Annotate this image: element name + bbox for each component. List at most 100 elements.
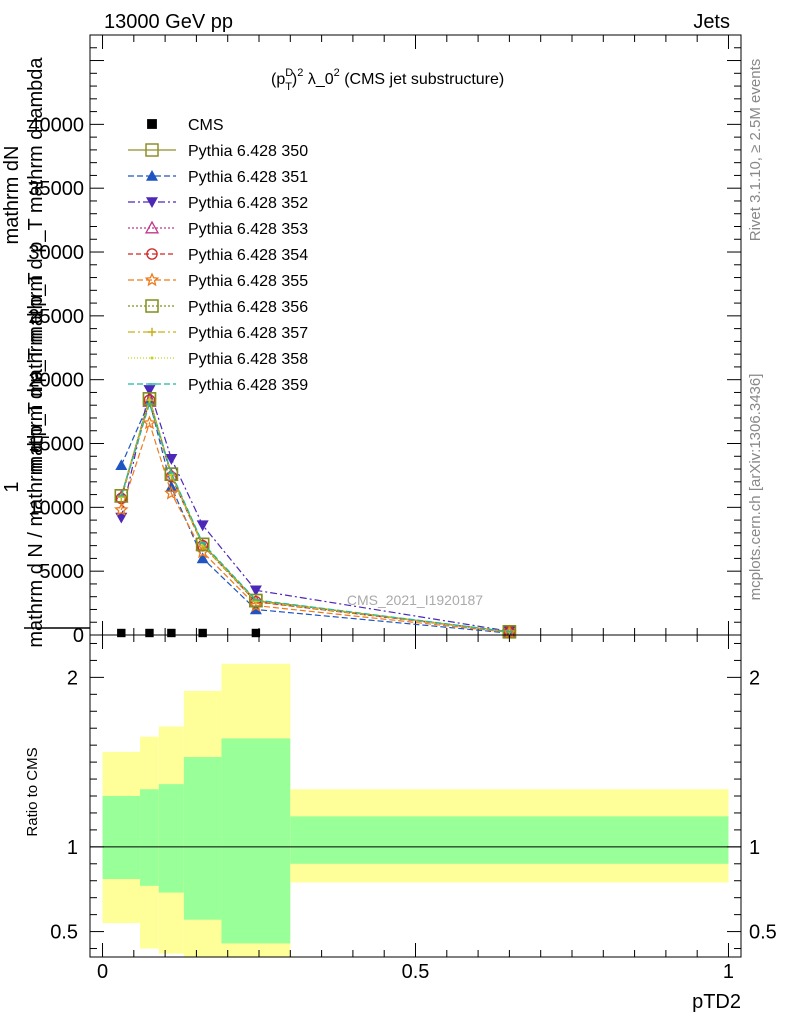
- legend-label: Pythia 6.428 353: [188, 221, 308, 238]
- ratio-plot: 0.5 0.51 12 2 0 0.5 1 Ratio to CMS pTD2: [24, 634, 777, 1013]
- ratio-ytick-label-right: 1: [749, 837, 760, 859]
- series-marker: [164, 467, 179, 481]
- rivet-version-label: Rivet 3.1.10, ≥ 2.5M events: [747, 59, 764, 242]
- main-ytick-label: 5000: [40, 561, 85, 583]
- series-marker: [145, 143, 159, 157]
- title-sup-D: D: [285, 67, 293, 79]
- series-marker: [117, 628, 126, 638]
- ratio-inner-band: [221, 738, 291, 944]
- legend-entry: Pythia 6.428 354: [128, 247, 308, 264]
- ratio-bands: [102, 663, 729, 957]
- series-marker: [143, 385, 156, 396]
- series-marker: [115, 459, 128, 471]
- series-marker: [144, 220, 160, 234]
- legend-entry: Pythia 6.428 358: [128, 351, 308, 368]
- main-ytick-label: 20000: [28, 370, 84, 392]
- legend-label: Pythia 6.428 355: [188, 273, 308, 290]
- series-marker: [146, 170, 158, 181]
- ratio-ytick-label-right: 0.5: [749, 922, 777, 944]
- legend-entry: Pythia 6.428 350: [128, 143, 308, 160]
- series-pythia-6-428-359: [117, 401, 513, 633]
- legend-entry: Pythia 6.428 356: [128, 299, 308, 316]
- series-marker: [145, 628, 154, 638]
- analysis-watermark: CMS_2021_I1920187: [347, 592, 483, 608]
- legend-entry: Pythia 6.428 351: [128, 169, 308, 186]
- series-marker: [144, 272, 160, 287]
- legend-label: Pythia 6.428 352: [188, 195, 308, 212]
- legend-label: Pythia 6.428 358: [188, 351, 308, 368]
- ratio-inner-band: [183, 757, 222, 920]
- main-ytick-label: 30000: [28, 242, 84, 264]
- series-marker: [146, 197, 158, 208]
- series-marker: [147, 327, 157, 337]
- title-open: (p: [271, 71, 285, 88]
- series-pythia-6-428-352: [115, 385, 516, 638]
- series-group: [113, 385, 517, 639]
- series-marker: [142, 415, 157, 430]
- series-marker: [145, 299, 159, 313]
- title-tail: (CMS jet substructure): [340, 71, 504, 88]
- ratio-inner-band: [290, 816, 729, 864]
- ratio-inner-band: [140, 789, 159, 886]
- main-xticks: [102, 35, 729, 635]
- ratio-ytick-label: 2: [67, 667, 78, 689]
- main-ytick-label: 10000: [28, 497, 84, 519]
- title-sup-2b: 2: [334, 67, 340, 79]
- ratio-xticks: 0 0.5 1: [97, 635, 734, 983]
- ratio-inner-band: [158, 784, 184, 893]
- series-marker: [164, 485, 179, 500]
- series-line: [120, 397, 510, 633]
- legend-entry: Pythia 6.428 355: [128, 272, 308, 290]
- ratio-ylabel: Ratio to CMS: [24, 747, 41, 836]
- legend-entry: Pythia 6.428 357: [128, 325, 308, 342]
- legend-label: Pythia 6.428 354: [188, 247, 308, 264]
- legend-entry: Pythia 6.428 352: [128, 195, 308, 212]
- ratio-xtick-label: 1: [723, 961, 734, 983]
- legend: CMS Pythia 6.428 350 Pythia 6.428 351 Pythi…: [128, 117, 308, 394]
- title-mid: λ_0: [303, 71, 333, 88]
- series-marker: [114, 489, 129, 503]
- main-ytick-label: 25000: [28, 306, 84, 328]
- main-plot-title: (pD T)2 λ_02 (CMS jet substructure): [271, 67, 504, 93]
- legend-entry: CMS: [147, 117, 224, 134]
- main-plot: 0 5000 10000 15000 20000 25000 30000 35000 40000…: [28, 34, 742, 647]
- main-ylabel-top: mathrm dN: [1, 146, 23, 245]
- series-line: [120, 421, 510, 633]
- title-sub-T: T: [285, 81, 292, 93]
- series-marker: [146, 248, 158, 260]
- series-marker: [147, 119, 157, 129]
- series-marker: [167, 628, 176, 638]
- main-ytick-label: 35000: [28, 178, 84, 200]
- series-marker: [165, 454, 178, 465]
- ratio-xtick-label: 0: [97, 961, 108, 983]
- header-energy-label: 13000 GeV pp: [104, 11, 233, 33]
- series-marker: [196, 520, 209, 532]
- series-marker: [115, 512, 128, 524]
- main-ytick-label: 15000: [28, 434, 84, 456]
- header-jets-label: Jets: [693, 11, 730, 33]
- series-line: [120, 397, 510, 633]
- series-marker: [249, 585, 262, 597]
- main-ylabel-middle: mathrm d p_T mathrm d p_T mathrm d lambd…: [25, 57, 47, 473]
- main-ylabel-bottom: mathrm d N / mathrm d p_T mathrm d p_T: [25, 272, 47, 647]
- ratio-yticks: 0.5 0.5 1 1 2 2: [50, 642, 777, 950]
- legend-entry: Pythia 6.428 359: [128, 377, 308, 394]
- main-ylabel-one: 1: [1, 481, 23, 492]
- series-marker: [150, 356, 154, 360]
- legend-label: Pythia 6.428 357: [188, 325, 308, 342]
- title-sup-2: 2: [297, 67, 303, 79]
- legend-entry: Pythia 6.428 353: [128, 220, 308, 238]
- ratio-xtick-label: 0.5: [402, 961, 430, 983]
- legend-label: Pythia 6.428 356: [188, 299, 308, 316]
- series-marker: [196, 552, 209, 564]
- title-close: ): [292, 71, 297, 88]
- series-marker: [251, 628, 261, 638]
- series-marker: [147, 397, 151, 401]
- legend-label: Pythia 6.428 350: [188, 143, 308, 160]
- main-yticks: 0 5000 10000 15000 20000 25000 30000 35000 40000: [28, 47, 741, 647]
- ratio-inner-band: [102, 796, 141, 880]
- ratio-ytick-label-right: 2: [749, 667, 760, 689]
- series-line: [120, 387, 510, 632]
- legend-label: Pythia 6.428 359: [188, 377, 308, 394]
